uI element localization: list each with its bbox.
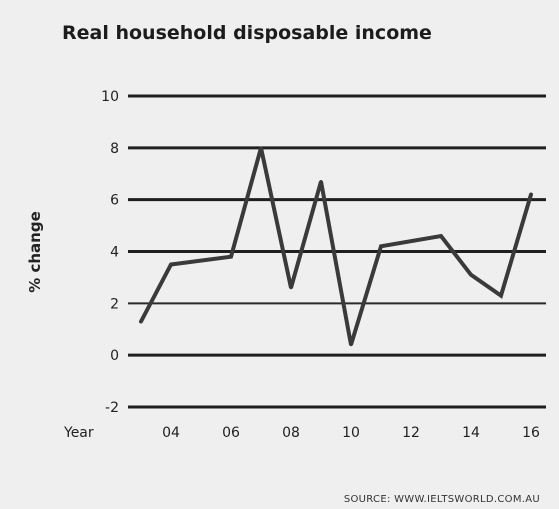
- x-tick-label: 08: [282, 425, 300, 441]
- x-tick-label: 06: [222, 425, 240, 441]
- data-point: [169, 262, 173, 266]
- data-point: [499, 294, 503, 298]
- chart-title: Real household disposable income: [62, 22, 432, 44]
- data-point: [379, 244, 383, 248]
- data-series: [139, 146, 533, 347]
- x-tick-label: 04: [162, 425, 180, 441]
- grid-lines: [128, 94, 546, 409]
- data-point: [319, 180, 323, 184]
- data-point: [139, 319, 143, 323]
- data-point: [439, 234, 443, 238]
- y-tick-label: -2: [105, 400, 119, 416]
- x-tick-labels: 04 06 08 10 12 14 16: [162, 425, 540, 441]
- data-point: [469, 273, 473, 277]
- data-point: [289, 286, 293, 290]
- data-point: [529, 192, 533, 196]
- y-tick-label: 4: [110, 245, 119, 261]
- y-tick-label: 2: [110, 296, 119, 312]
- x-axis-label: Year: [63, 425, 94, 441]
- data-point: [259, 146, 263, 150]
- source-note: SOURCE: WWW.IELTSWORLD.COM.AU: [344, 494, 540, 505]
- series-line: [139, 147, 533, 346]
- y-tick-label: 8: [110, 141, 119, 157]
- data-point: [349, 343, 353, 347]
- y-tick-label: 10: [101, 89, 119, 105]
- x-tick-label: 10: [342, 425, 360, 441]
- x-tick-label: 16: [522, 425, 540, 441]
- data-point: [229, 255, 233, 259]
- y-axis-label: % change: [26, 211, 44, 293]
- x-tick-label: 12: [402, 425, 420, 441]
- y-tick-label: 0: [110, 348, 119, 364]
- y-tick-labels: -2 0 2 4 6 8 10: [101, 89, 119, 416]
- x-tick-label: 14: [462, 425, 480, 441]
- y-tick-label: 6: [110, 193, 119, 209]
